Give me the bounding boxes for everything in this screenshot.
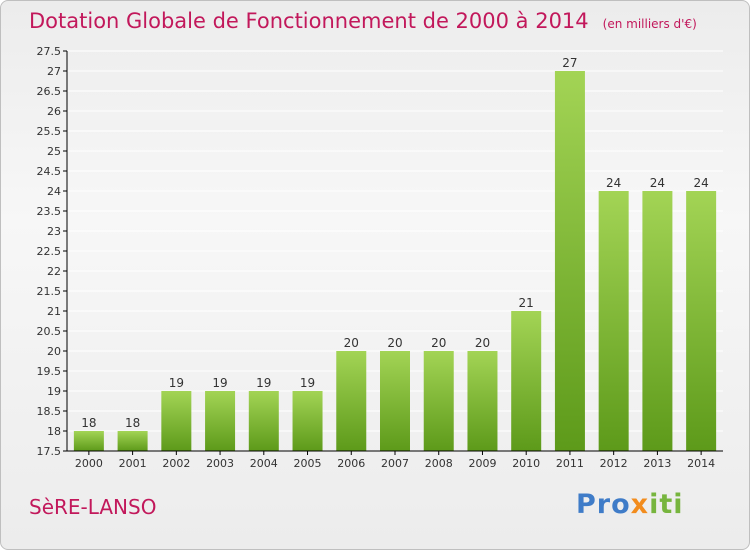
x-tick-label: 2003: [206, 457, 234, 470]
y-tick-label: 19.5: [37, 365, 62, 378]
bar-value-label: 18: [125, 416, 140, 430]
bar-value-label: 20: [344, 336, 359, 350]
bar-value-label: 27: [562, 56, 577, 70]
bar: [467, 351, 498, 451]
y-tick-label: 22: [47, 265, 61, 278]
bar: [292, 391, 323, 451]
bar-value-label: 24: [693, 176, 708, 190]
bar: [248, 391, 279, 451]
bar-value-label: 20: [387, 336, 402, 350]
logo-part-1: Pro: [576, 489, 631, 520]
bar-value-label: 21: [519, 296, 534, 310]
x-tick-label: 2011: [556, 457, 584, 470]
chart-title-text: Dotation Globale de Fonctionnement de 20…: [29, 9, 589, 33]
bar-value-label: 19: [256, 376, 271, 390]
bar: [336, 351, 367, 451]
y-tick-label: 18: [47, 425, 61, 438]
bar: [511, 311, 542, 451]
bar-value-label: 24: [606, 176, 621, 190]
y-tick-label: 18.5: [37, 405, 62, 418]
y-tick-label: 25: [47, 145, 61, 158]
y-tick-label: 27.5: [37, 45, 62, 58]
y-tick-label: 17.5: [37, 445, 62, 458]
bar-value-label: 20: [475, 336, 490, 350]
y-tick-label: 23: [47, 225, 61, 238]
commune-name: SèRE-LANSO: [29, 495, 157, 519]
chart-title: Dotation Globale de Fonctionnement de 20…: [29, 9, 697, 33]
y-tick-label: 23.5: [37, 205, 62, 218]
x-tick-label: 2004: [250, 457, 278, 470]
bar: [205, 391, 236, 451]
logo-part-2: x: [630, 489, 650, 520]
y-tick-label: 24: [47, 185, 61, 198]
x-tick-label: 2007: [381, 457, 409, 470]
y-tick-label: 21: [47, 305, 61, 318]
y-tick-label: 26.5: [37, 85, 62, 98]
x-tick-label: 2000: [75, 457, 103, 470]
bar: [554, 71, 585, 451]
x-tick-label: 2001: [119, 457, 147, 470]
bar-value-label: 20: [431, 336, 446, 350]
x-tick-label: 2009: [468, 457, 496, 470]
bar-value-label: 19: [212, 376, 227, 390]
y-tick-label: 20.5: [37, 325, 62, 338]
x-tick-label: 2002: [162, 457, 190, 470]
x-tick-label: 2010: [512, 457, 540, 470]
bar: [423, 351, 454, 451]
logo-part-3: iti: [649, 489, 684, 520]
x-tick-label: 2005: [294, 457, 322, 470]
y-tick-label: 22.5: [37, 245, 62, 258]
bar-value-label: 24: [650, 176, 665, 190]
y-tick-label: 21.5: [37, 285, 62, 298]
bar-value-label: 19: [300, 376, 315, 390]
bar: [686, 191, 717, 451]
x-tick-label: 2008: [425, 457, 453, 470]
y-tick-label: 24.5: [37, 165, 62, 178]
x-tick-label: 2006: [337, 457, 365, 470]
y-tick-label: 19: [47, 385, 61, 398]
x-tick-label: 2012: [600, 457, 628, 470]
bar: [117, 431, 148, 451]
y-tick-label: 26: [47, 105, 61, 118]
bar-value-label: 18: [81, 416, 96, 430]
bar-value-label: 19: [169, 376, 184, 390]
y-tick-label: 20: [47, 345, 61, 358]
bar: [161, 391, 192, 451]
bar: [598, 191, 629, 451]
y-tick-label: 25.5: [37, 125, 62, 138]
proxiti-logo: Proxiti: [576, 489, 684, 520]
y-tick-label: 27: [47, 65, 61, 78]
chart-unit: (en milliers d'€): [602, 17, 697, 31]
x-tick-label: 2013: [643, 457, 671, 470]
bar: [642, 191, 673, 451]
bar: [380, 351, 410, 451]
bar: [73, 431, 104, 451]
x-tick-label: 2014: [687, 457, 715, 470]
